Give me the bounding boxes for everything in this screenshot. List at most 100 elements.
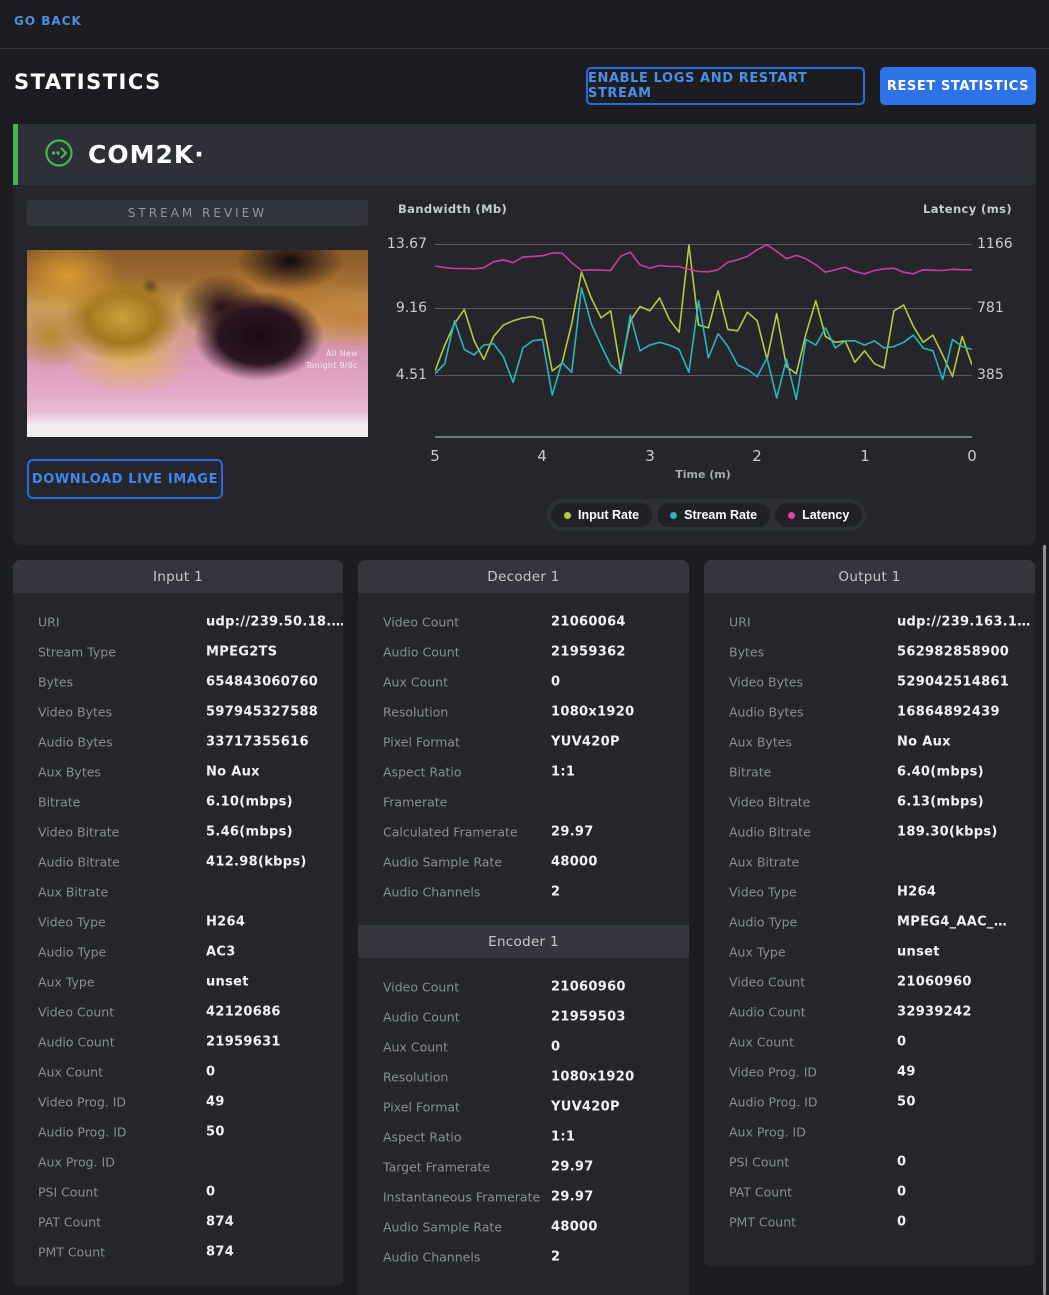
table-row: Aux Count 0 bbox=[704, 1027, 1035, 1057]
row-label: Aux Type bbox=[38, 974, 95, 990]
row-label: Aux Count bbox=[38, 1064, 103, 1080]
brand-logo-icon bbox=[44, 138, 74, 172]
table-row: Audio Channels 2 bbox=[358, 1242, 689, 1272]
scrollbar-thumb[interactable] bbox=[1043, 545, 1046, 1295]
row-label: Target Framerate bbox=[383, 1159, 490, 1175]
row-value: 189.30(kbps) bbox=[897, 824, 998, 840]
row-value: 6.13(mbps) bbox=[897, 794, 984, 810]
row-label: Video Bitrate bbox=[38, 824, 120, 840]
table-row: Resolution 1080x1920 bbox=[358, 697, 689, 727]
table-row: Aux Bitrate bbox=[704, 847, 1035, 877]
row-value: YUV420P bbox=[551, 1099, 620, 1115]
table-row: Video Count 21060064 bbox=[358, 607, 689, 637]
row-value: 0 bbox=[206, 1064, 216, 1080]
row-value: No Aux bbox=[897, 734, 951, 750]
enable-logs-restart-stream-button[interactable]: ENABLE LOGS AND RESTART STREAM bbox=[586, 67, 865, 105]
table-row: Video Prog. ID 49 bbox=[13, 1087, 343, 1117]
decoder-encoder-panel: Decoder 1 Video Count 21060064 Audio Cou… bbox=[358, 560, 689, 1295]
output-panel-header: Output 1 bbox=[704, 560, 1035, 593]
row-value: 21060960 bbox=[897, 974, 972, 990]
table-row: Audio Prog. ID 50 bbox=[704, 1087, 1035, 1117]
row-label: Audio Count bbox=[383, 644, 460, 660]
legend-label: Latency bbox=[802, 508, 850, 522]
table-row: Aspect Ratio 1:1 bbox=[358, 1122, 689, 1152]
table-row: Aux Type unset bbox=[704, 937, 1035, 967]
table-row: Video Type H264 bbox=[13, 907, 343, 937]
row-value: 32939242 bbox=[897, 1004, 972, 1020]
row-value: 0 bbox=[551, 674, 561, 690]
x-axis-tick: 1 bbox=[860, 447, 870, 465]
table-row: Video Bytes 529042514861 bbox=[704, 667, 1035, 697]
row-label: PSI Count bbox=[38, 1184, 99, 1200]
table-row: Framerate bbox=[358, 787, 689, 817]
left-axis-title: Bandwidth (Mb) bbox=[398, 202, 508, 216]
row-label: Aux Bitrate bbox=[38, 884, 109, 900]
table-row: Audio Type MPEG4_AAC_… bbox=[704, 907, 1035, 937]
table-row: Audio Count 21959631 bbox=[13, 1027, 343, 1057]
row-label: Framerate bbox=[383, 794, 448, 810]
table-row: Aux Type unset bbox=[13, 967, 343, 997]
download-live-image-button[interactable]: DOWNLOAD LIVE IMAGE bbox=[27, 459, 223, 499]
row-value: 654843060760 bbox=[206, 674, 319, 690]
table-row: URI udp://239.163.1… bbox=[704, 607, 1035, 637]
legend-item[interactable]: Input Rate bbox=[551, 503, 653, 527]
row-value: 21959362 bbox=[551, 644, 626, 660]
table-row: PAT Count 874 bbox=[13, 1207, 343, 1237]
row-value: 21060960 bbox=[551, 979, 626, 995]
row-label: Audio Bytes bbox=[38, 734, 113, 750]
table-row: Video Count 21060960 bbox=[358, 972, 689, 1002]
gridline bbox=[435, 244, 972, 245]
row-label: Bitrate bbox=[729, 764, 772, 780]
row-value: No Aux bbox=[206, 764, 260, 780]
row-label: Video Count bbox=[383, 614, 460, 630]
table-row: Bitrate 6.40(mbps) bbox=[704, 757, 1035, 787]
row-value: 21959503 bbox=[551, 1009, 626, 1025]
table-row: Bytes 654843060760 bbox=[13, 667, 343, 697]
row-label: Video Count bbox=[729, 974, 806, 990]
legend-item[interactable]: Stream Rate bbox=[657, 503, 771, 527]
row-label: Video Bitrate bbox=[729, 794, 811, 810]
x-axis-tick: 0 bbox=[967, 447, 977, 465]
row-value: 0 bbox=[897, 1034, 907, 1050]
table-row: Aux Prog. ID bbox=[13, 1147, 343, 1177]
gridline bbox=[435, 308, 972, 309]
row-label: Bytes bbox=[729, 644, 765, 660]
row-label: Video Count bbox=[38, 1004, 115, 1020]
row-label: Stream Type bbox=[38, 644, 116, 660]
row-value: 33717355616 bbox=[206, 734, 309, 750]
row-value: 29.97 bbox=[551, 1159, 594, 1175]
row-label: Aspect Ratio bbox=[383, 764, 462, 780]
row-label: Audio Channels bbox=[383, 1249, 481, 1265]
table-row: Stream Type MPEG2TS bbox=[13, 637, 343, 667]
legend-item[interactable]: Latency bbox=[775, 503, 863, 527]
table-row: Aspect Ratio 1:1 bbox=[358, 757, 689, 787]
row-value: 6.40(mbps) bbox=[897, 764, 984, 780]
brand-banner: COM2K· bbox=[13, 124, 1036, 185]
table-row: Audio Channels 2 bbox=[358, 877, 689, 907]
row-label: Audio Type bbox=[729, 914, 798, 930]
row-label: Audio Channels bbox=[383, 884, 481, 900]
table-row: Aux Bytes No Aux bbox=[704, 727, 1035, 757]
table-row: Calculated Framerate 29.97 bbox=[358, 817, 689, 847]
table-row: Aux Count 0 bbox=[358, 667, 689, 697]
row-value: unset bbox=[897, 944, 940, 960]
row-value: YUV420P bbox=[551, 734, 620, 750]
row-value: 21959631 bbox=[206, 1034, 281, 1050]
row-value: 50 bbox=[897, 1094, 916, 1110]
table-row: Resolution 1080x1920 bbox=[358, 1062, 689, 1092]
row-value: 0 bbox=[206, 1184, 216, 1200]
row-value: 48000 bbox=[551, 854, 598, 870]
row-label: URI bbox=[38, 614, 60, 630]
table-row: Audio Type AC3 bbox=[13, 937, 343, 967]
go-back-link[interactable]: GO BACK bbox=[14, 14, 82, 28]
table-row: PMT Count 874 bbox=[13, 1237, 343, 1267]
row-value: 21060064 bbox=[551, 614, 626, 630]
row-value: H264 bbox=[206, 914, 246, 930]
row-value: 597945327588 bbox=[206, 704, 319, 720]
row-value: 2 bbox=[551, 1249, 561, 1265]
table-row: Aux Bitrate bbox=[13, 877, 343, 907]
x-axis-title: Time (m) bbox=[675, 468, 731, 481]
table-row: Video Count 42120686 bbox=[13, 997, 343, 1027]
reset-statistics-button[interactable]: RESET STATISTICS bbox=[880, 67, 1036, 105]
legend-label: Stream Rate bbox=[684, 508, 758, 522]
